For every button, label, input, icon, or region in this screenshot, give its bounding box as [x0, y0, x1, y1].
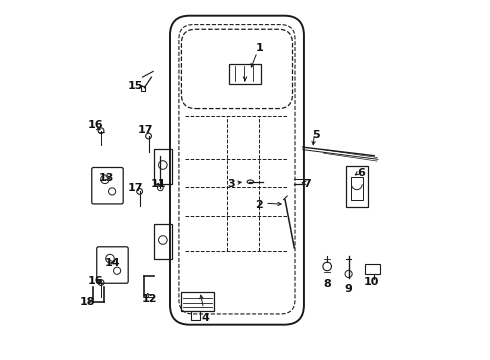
Bar: [346, 166, 368, 207]
Text: 15: 15: [127, 81, 143, 91]
Text: 14: 14: [104, 258, 120, 268]
Bar: [351, 177, 363, 200]
Text: 17: 17: [138, 125, 153, 135]
Bar: [154, 149, 172, 184]
Text: 16: 16: [88, 120, 103, 130]
Bar: [181, 292, 214, 311]
Bar: [142, 86, 145, 91]
Text: 18: 18: [79, 297, 95, 307]
Text: 1: 1: [255, 43, 263, 53]
Text: 13: 13: [98, 173, 114, 183]
Bar: [229, 64, 261, 84]
Text: 7: 7: [304, 179, 311, 189]
Text: 2: 2: [255, 200, 263, 210]
Bar: [154, 224, 172, 258]
Text: 6: 6: [357, 168, 365, 178]
Text: 10: 10: [364, 277, 379, 287]
Text: 9: 9: [344, 284, 352, 294]
Text: 12: 12: [142, 294, 157, 303]
Text: 3: 3: [227, 179, 235, 189]
Bar: [366, 264, 380, 274]
Text: 8: 8: [323, 279, 331, 289]
Text: 4: 4: [202, 312, 210, 323]
Text: 5: 5: [313, 130, 320, 140]
Text: 16: 16: [88, 276, 103, 286]
Bar: [192, 311, 200, 320]
Text: 17: 17: [127, 183, 143, 193]
Text: 11: 11: [151, 179, 166, 189]
